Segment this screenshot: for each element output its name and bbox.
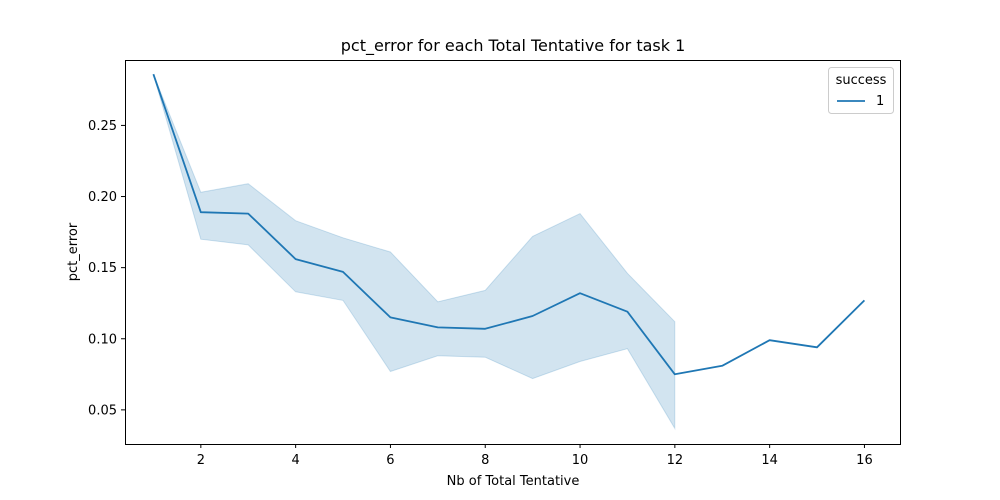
x-tick-label: 6 bbox=[386, 453, 394, 468]
legend: success 1 bbox=[828, 67, 894, 114]
x-tick-label: 4 bbox=[292, 453, 300, 468]
legend-box bbox=[828, 67, 894, 114]
axes-frame bbox=[125, 60, 901, 445]
x-tick-label: 2 bbox=[197, 453, 205, 468]
chart-title: pct_error for each Total Tentative for t… bbox=[341, 36, 686, 56]
series-line-0 bbox=[152, 73, 866, 376]
y-tick-label: 0.25 bbox=[88, 119, 117, 134]
y-tick-label: 0.20 bbox=[88, 190, 117, 205]
x-tick-label: 14 bbox=[761, 453, 778, 468]
y-axis-label: pct_error bbox=[66, 222, 81, 281]
y-tick-label: 0.05 bbox=[88, 403, 117, 418]
x-axis-label: Nb of Total Tentative bbox=[447, 474, 580, 489]
x-tick-label: 10 bbox=[572, 453, 589, 468]
y-axis: 0.05 0.10 0.15 0.20 0.25 bbox=[88, 119, 125, 418]
x-tick-label: 12 bbox=[667, 453, 684, 468]
legend-entry: 1 bbox=[876, 94, 884, 109]
x-axis: 2 4 6 8 10 12 14 16 bbox=[197, 444, 873, 468]
x-tick-label: 8 bbox=[481, 453, 489, 468]
x-tick-label: 16 bbox=[856, 453, 873, 468]
y-tick-label: 0.15 bbox=[88, 261, 117, 276]
legend-title: success bbox=[836, 73, 887, 88]
y-tick-label: 0.10 bbox=[88, 332, 117, 347]
plot-area bbox=[152, 73, 866, 431]
confidence-band-0 bbox=[152, 74, 676, 431]
